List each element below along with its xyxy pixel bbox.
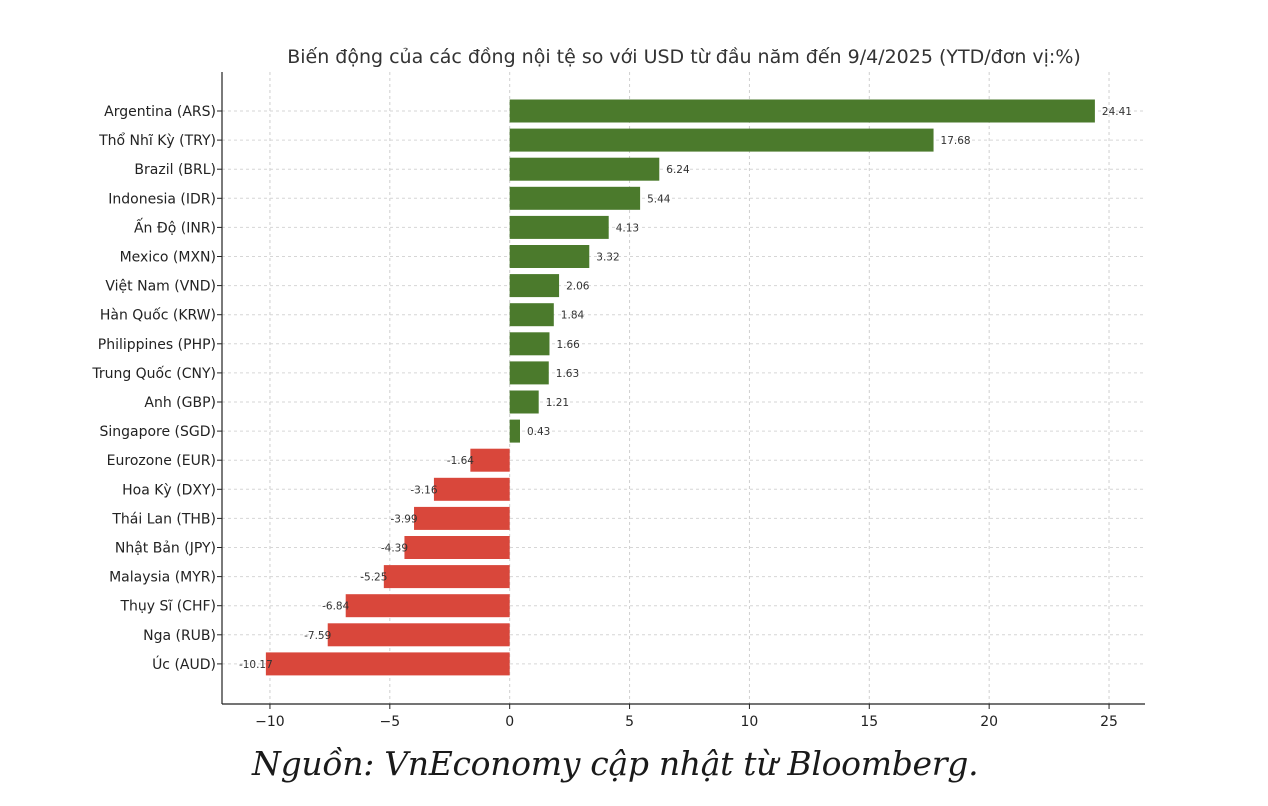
data-label: 3.32 [596,252,619,264]
category-label: Hàn Quốc (KRW) [100,307,216,324]
bar [509,157,660,181]
data-label: -4.39 [381,543,408,555]
category-label: Thụy Sĩ (CHF) [119,599,216,615]
x-tick-label: 0 [505,714,514,730]
data-label: -7.59 [304,630,331,642]
category-label: Mexico (MXN) [120,250,216,266]
x-tick-label: 10 [741,714,759,730]
bar [470,448,510,472]
bar [509,390,539,414]
category-label: Thổ Nhĩ Kỳ (TRY) [98,132,216,149]
data-label: 0.43 [527,426,550,438]
bar [265,652,510,676]
source-note: Nguồn: VnEconomy cập nhật từ Bloomberg. [252,744,979,783]
data-label: 2.06 [566,281,590,293]
data-label: 1.21 [546,397,569,409]
bar [509,361,549,385]
category-label: Hoa Kỳ (DXY) [122,482,216,498]
grid-lines [222,72,1145,704]
bar [414,506,510,530]
data-label: 1.63 [556,368,579,380]
data-label: -3.16 [410,484,437,496]
chart-title: Biến động của các đồng nội tệ so với USD… [287,46,1081,68]
data-label: -6.84 [322,601,349,613]
bar [509,99,1095,123]
bar-chart: Biến động của các đồng nội tệ so với USD… [91,46,1145,730]
bar [509,332,550,356]
category-label: Philippines (PHP) [98,337,216,353]
bar [509,215,609,239]
category-label: Ấn Độ (INR) [134,217,216,236]
category-label: Trung Quốc (CNY) [91,365,216,382]
data-label: 6.24 [666,164,690,176]
category-label: Thái Lan (THB) [111,511,216,527]
category-label: Anh (GBP) [144,395,216,411]
bar [509,274,560,298]
data-label: -5.25 [360,572,387,584]
bar [433,477,510,501]
x-tick-label: 5 [625,714,634,730]
x-tick-label: 25 [1100,714,1118,730]
bar [404,536,510,559]
category-label: Nga (RUB) [143,628,216,644]
bar [383,565,510,589]
x-tick-label: −10 [255,714,285,730]
bar [509,128,934,152]
category-label: Singapore (SGD) [99,424,216,440]
category-label: Việt Nam (VND) [105,279,216,295]
category-label: Indonesia (IDR) [108,191,216,207]
x-tick-label: 20 [980,714,998,730]
data-label: 1.84 [561,310,585,322]
bar [327,623,510,647]
category-label: Brazil (BRL) [134,162,216,178]
category-label: Malaysia (MYR) [109,570,216,586]
data-label: -10.17 [239,659,273,671]
data-label: 17.68 [941,135,971,147]
data-label: -3.99 [390,513,417,525]
bar [345,594,510,618]
data-label: 4.13 [616,222,639,234]
bar [509,186,641,210]
x-tick-label: 15 [860,714,878,730]
category-labels: Argentina (ARS) Thổ Nhĩ Kỳ (TRY) Brazil (B… [91,104,222,673]
data-label: -1.64 [447,455,474,467]
x-tick-label: −5 [379,714,400,730]
bar [509,303,554,327]
bar [509,419,520,443]
data-label: 1.66 [556,339,580,351]
category-label: Nhật Bản (JPY) [115,541,216,557]
data-labels: 24.41 17.68 6.24 5.44 4.13 3.32 2.06 1.84 1.66 1.… [239,106,1132,671]
category-label: Eurozone (EUR) [107,453,216,469]
bar [509,245,590,268]
category-label: Argentina (ARS) [104,104,216,120]
data-label: 5.44 [647,193,671,205]
bars [265,99,1095,676]
category-label: Úc (AUD) [152,655,216,673]
data-label: 24.41 [1102,106,1132,118]
x-axis-ticks: −10 −5 0 5 10 15 20 25 [255,704,1118,730]
